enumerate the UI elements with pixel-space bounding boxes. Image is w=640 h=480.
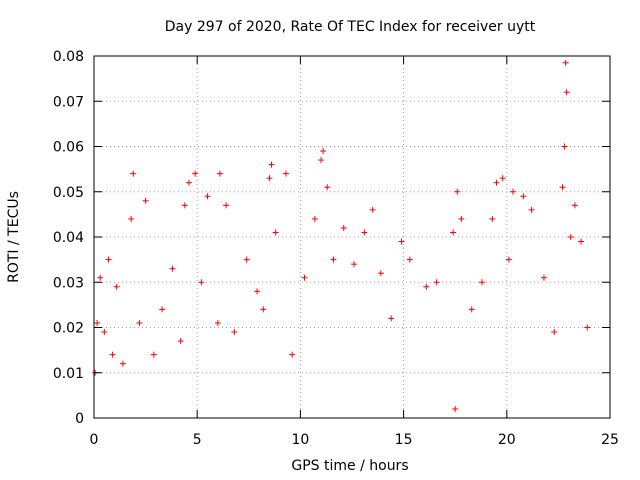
data-point xyxy=(94,319,101,326)
data-point xyxy=(388,315,395,322)
data-point xyxy=(177,338,184,345)
y-tick-label: 0.08 xyxy=(53,49,84,65)
data-point xyxy=(559,184,566,191)
x-tick-label: 15 xyxy=(395,432,413,448)
data-point xyxy=(489,215,496,222)
chart-title: Day 297 of 2020, Rate Of TEC Index for r… xyxy=(165,19,536,35)
y-tick-label: 0.01 xyxy=(53,366,84,382)
plot-frame xyxy=(93,55,611,419)
data-point xyxy=(311,215,318,222)
grid-lines xyxy=(94,56,610,418)
data-point xyxy=(192,170,199,177)
x-tick-label: 10 xyxy=(291,432,309,448)
data-point xyxy=(361,229,368,236)
data-point xyxy=(216,170,223,177)
data-point xyxy=(119,360,126,367)
data-point xyxy=(563,89,570,96)
y-tick-label: 0.07 xyxy=(53,94,84,110)
data-point xyxy=(266,175,273,182)
data-point xyxy=(479,279,486,286)
x-tick-label: 25 xyxy=(601,432,619,448)
x-tick-label: 0 xyxy=(90,432,99,448)
data-point xyxy=(369,206,376,213)
data-point xyxy=(450,229,457,236)
data-point xyxy=(320,148,327,155)
data-point xyxy=(340,224,347,231)
data-point xyxy=(551,329,558,336)
data-point xyxy=(109,351,116,358)
data-point xyxy=(505,256,512,263)
data-point xyxy=(301,274,308,281)
data-point xyxy=(214,319,221,326)
data-point xyxy=(423,283,430,290)
y-axis-label: ROTI / TECUs xyxy=(6,191,22,283)
y-tick-label: 0.05 xyxy=(53,185,84,201)
data-point xyxy=(185,179,192,186)
data-point xyxy=(324,184,331,191)
data-point xyxy=(181,202,188,209)
data-point xyxy=(289,351,296,358)
x-axis-label: GPS time / hours xyxy=(291,458,408,474)
data-point xyxy=(528,206,535,213)
data-point xyxy=(433,279,440,286)
data-point xyxy=(260,306,267,313)
data-point xyxy=(113,283,120,290)
data-point xyxy=(282,170,289,177)
data-point xyxy=(567,234,574,240)
data-point xyxy=(159,306,166,313)
data-point xyxy=(351,261,358,268)
data-point xyxy=(452,405,459,412)
data-point xyxy=(130,170,137,177)
axis-ticks: 0 0.01 0.02 0.03 0.04 0.05 0.06 0.07 0.08 0 5 10 15 2… xyxy=(53,49,619,448)
data-point xyxy=(540,274,547,281)
data-point xyxy=(562,59,569,66)
data-point xyxy=(243,256,250,263)
data-point xyxy=(584,324,591,331)
data-point xyxy=(520,193,527,200)
data-point xyxy=(561,143,568,150)
y-tick-label: 0 xyxy=(75,411,84,427)
data-point xyxy=(499,175,506,182)
data-point xyxy=(198,279,205,286)
y-tick-label: 0.06 xyxy=(53,140,84,156)
data-point xyxy=(204,193,211,200)
data-point xyxy=(268,161,275,168)
data-point xyxy=(142,197,149,204)
data-point xyxy=(97,274,104,281)
x-tick-label: 5 xyxy=(193,432,202,448)
data-point xyxy=(223,202,230,209)
data-point xyxy=(128,215,135,222)
y-tick-label: 0.02 xyxy=(53,321,84,337)
data-point xyxy=(231,329,238,336)
data-point xyxy=(101,329,108,336)
data-point xyxy=(406,256,413,263)
y-tick-label: 0.04 xyxy=(53,230,84,246)
data-point xyxy=(318,157,325,164)
data-point xyxy=(454,188,461,195)
data-point xyxy=(105,256,112,263)
data-point xyxy=(330,256,337,263)
y-tick-label: 0.03 xyxy=(53,275,84,291)
data-point xyxy=(509,188,516,195)
data-point xyxy=(493,179,500,186)
data-point xyxy=(377,270,384,277)
data-point xyxy=(578,238,585,245)
data-point xyxy=(571,202,578,209)
data-point xyxy=(398,238,405,245)
x-tick-label: 20 xyxy=(498,432,516,448)
data-point xyxy=(150,351,157,358)
data-point xyxy=(468,306,475,313)
data-point xyxy=(272,229,279,236)
data-points xyxy=(92,59,591,412)
data-point xyxy=(169,265,176,272)
data-point xyxy=(458,215,465,222)
data-point xyxy=(136,319,143,326)
data-point xyxy=(254,288,261,295)
